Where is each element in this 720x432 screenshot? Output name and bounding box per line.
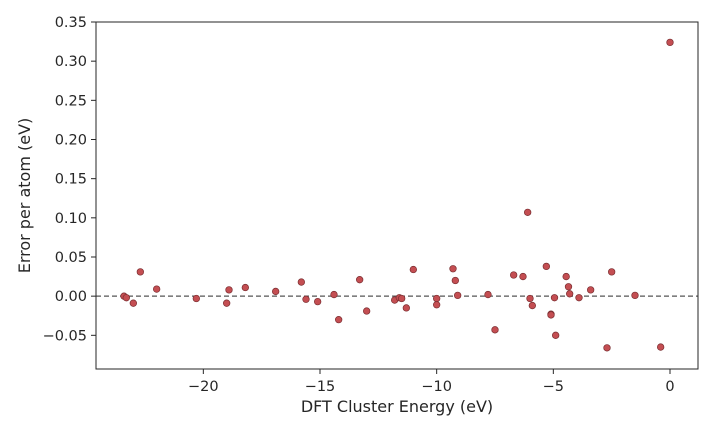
data-point: [562, 272, 570, 281]
y-tick-label: 0.30: [55, 54, 87, 70]
y-tick-label: 0.15: [55, 172, 87, 188]
data-point: [524, 208, 532, 216]
y-tick-label: 0.10: [55, 211, 87, 227]
data-point: [335, 316, 343, 324]
y-tick-label: 0.20: [55, 132, 87, 148]
data-point: [657, 343, 665, 351]
data-point: [122, 294, 130, 302]
plot-frame: [95, 21, 699, 370]
data-point: [491, 326, 499, 334]
data-point: [575, 294, 583, 302]
data-point: [136, 268, 144, 276]
data-point: [192, 294, 200, 303]
data-point: [272, 287, 280, 296]
data-point: [510, 271, 518, 279]
data-point: [225, 286, 233, 294]
data-point: [550, 294, 559, 302]
x-axis-ticks: −20 −15 −10 −5 0: [188, 369, 675, 395]
data-point: [519, 272, 527, 281]
y-axis-ticks: −0.05 0.00 0.05 0.10 0.15 0.20 0.25 0.30 0.35: [43, 15, 96, 344]
data-point: [398, 294, 406, 303]
data-point: [433, 301, 441, 309]
data-point: [542, 262, 550, 271]
data-point: [314, 297, 322, 306]
data-point: [402, 304, 410, 312]
points-layer: [120, 38, 674, 352]
data-point: [547, 311, 555, 319]
data-point: [587, 286, 595, 294]
data-point: [449, 265, 457, 273]
data-point: [363, 307, 371, 315]
x-tick-label: 0: [665, 379, 674, 395]
y-tick-label: 0.05: [55, 250, 87, 266]
data-point: [484, 290, 492, 299]
x-tick-label: −20: [188, 379, 219, 395]
data-point: [409, 265, 417, 274]
x-tick-label: −10: [421, 379, 452, 395]
x-tick-label: −5: [543, 379, 564, 395]
data-point: [566, 290, 574, 298]
data-point: [631, 291, 639, 300]
y-axis-label: Error per atom (eV): [15, 118, 34, 274]
data-point: [153, 285, 161, 293]
data-point: [297, 278, 305, 286]
data-point: [454, 291, 462, 300]
data-point: [526, 294, 534, 303]
x-axis-label: DFT Cluster Energy (eV): [301, 397, 493, 416]
data-point: [528, 301, 536, 310]
data-point: [433, 294, 441, 303]
data-point: [223, 299, 231, 307]
data-point: [608, 268, 616, 276]
data-point: [451, 276, 459, 285]
x-tick-label: −15: [305, 379, 336, 395]
y-tick-label: 0.00: [55, 289, 87, 305]
data-point: [302, 295, 310, 303]
data-point: [564, 283, 573, 291]
y-tick-label: −0.05: [43, 328, 87, 344]
y-tick-label: 0.25: [55, 93, 87, 109]
data-point: [666, 38, 674, 47]
data-point: [356, 276, 364, 284]
data-point: [603, 344, 611, 352]
data-point: [552, 331, 560, 339]
data-point: [241, 283, 249, 292]
data-point: [129, 299, 137, 307]
data-point: [330, 290, 338, 299]
y-tick-label: 0.35: [55, 15, 87, 31]
